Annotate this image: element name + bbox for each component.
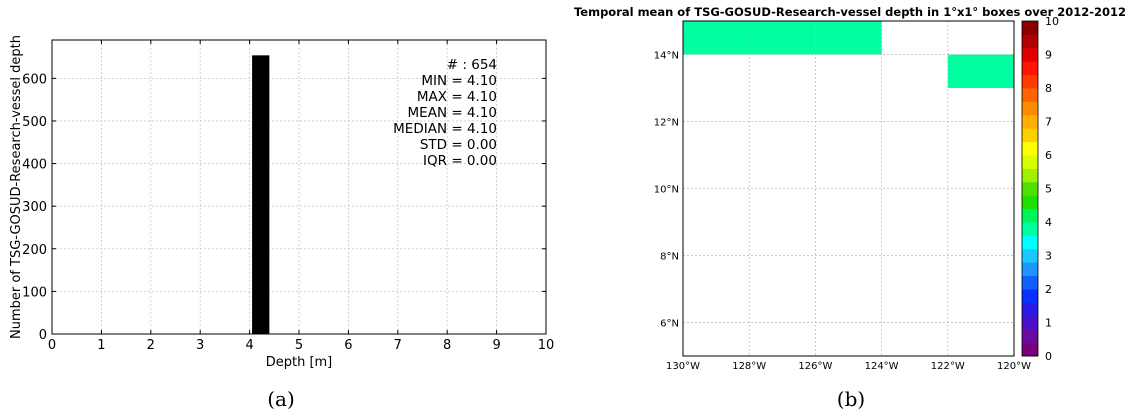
colorbar-segment <box>1022 302 1038 317</box>
histogram-bars <box>252 55 270 334</box>
histogram-panel: 0 1 2 3 4 5 6 7 8 9 10 0 100 200 300 400 500 600 Depth [… <box>9 35 554 411</box>
colorbar-tick-label: 9 <box>1045 49 1052 62</box>
map-y-tick-label: 6°N <box>660 319 679 330</box>
colorbar-tick-label: 8 <box>1045 82 1052 95</box>
colorbar-segment <box>1022 74 1038 89</box>
histogram-x-tick-label: 9 <box>492 338 500 353</box>
map-x-tick-label: 130°W <box>666 361 700 372</box>
map-y-tick-label: 8°N <box>660 252 679 263</box>
colorbar-tick-label: 3 <box>1045 250 1052 263</box>
map-y-tick-label: 14°N <box>654 51 679 62</box>
colorbar-tick-label: 10 <box>1045 15 1059 28</box>
colorbar-segment <box>1022 47 1038 62</box>
colorbar-segment <box>1022 262 1038 277</box>
histogram-x-tick-label: 2 <box>147 338 155 353</box>
histogram-x-tick-label: 4 <box>245 338 253 353</box>
histogram-y-ticks: 0 100 200 300 400 500 600 <box>22 72 546 343</box>
histogram-x-tick-label: 0 <box>48 338 56 353</box>
histogram-stat-line: MEDIAN = 4.10 <box>393 121 497 137</box>
map-cells <box>683 21 1014 88</box>
colorbar-segment <box>1022 88 1038 102</box>
colorbar-segment <box>1022 248 1038 263</box>
histogram-x-ticks: 0 1 2 3 4 5 6 7 8 9 10 <box>48 40 554 353</box>
map-x-ticks: 130°W 128°W 126°W 124°W 122°W 120°W <box>666 361 1031 372</box>
map-x-tick-label: 124°W <box>865 361 899 372</box>
colorbar-segment <box>1022 195 1038 210</box>
histogram-x-tick-label: 10 <box>538 338 555 353</box>
histogram-stat-line: IQR = 0.00 <box>423 153 497 169</box>
colorbar-segment <box>1022 289 1038 303</box>
colorbar-segment <box>1022 222 1038 236</box>
histogram-y-tick-label: 400 <box>22 158 47 173</box>
histogram-x-tick-label: 7 <box>394 338 402 353</box>
colorbar-segment <box>1022 208 1038 223</box>
colorbar: 0 1 2 3 4 5 6 7 8 9 10 <box>1021 15 1059 363</box>
map-frame <box>682 20 1015 357</box>
map-panel: Temporal mean of TSG-GOSUD-Research-vess… <box>574 5 1126 411</box>
histogram-grid <box>51 40 547 335</box>
histogram-y-tick-label: 100 <box>22 285 47 300</box>
panel-b-caption: (b) <box>837 387 865 411</box>
map-x-tick-label: 126°W <box>798 361 832 372</box>
map-x-tick-label: 122°W <box>931 361 965 372</box>
map-grid <box>683 21 1014 356</box>
map-y-tick-label: 12°N <box>654 118 679 129</box>
histogram-x-tick-label: 5 <box>295 338 303 353</box>
histogram-stat-line: MIN = 4.10 <box>421 73 497 89</box>
colorbar-segment <box>1022 101 1038 116</box>
histogram-x-tick-label: 6 <box>344 338 352 353</box>
colorbar-tick-label: 5 <box>1045 183 1052 196</box>
colorbar-segment <box>1022 315 1038 330</box>
colorbar-segment <box>1022 34 1038 49</box>
colorbar-tick-label: 7 <box>1045 116 1052 129</box>
colorbar-segment <box>1022 342 1038 357</box>
histogram-stat-line: MAX = 4.10 <box>417 89 497 105</box>
colorbar-segment <box>1022 61 1038 76</box>
histogram-y-tick-label: 200 <box>22 243 47 258</box>
colorbar-segment <box>1022 168 1038 183</box>
map-data-cell <box>947 54 1014 88</box>
colorbar-segment <box>1022 21 1038 35</box>
colorbar-segment <box>1022 155 1038 169</box>
colorbar-segment <box>1022 141 1038 156</box>
histogram-x-tick-label: 3 <box>196 338 204 353</box>
map-data-cell <box>683 21 882 55</box>
colorbar-segment <box>1022 275 1038 290</box>
histogram-stat-line: # : 654 <box>447 57 497 73</box>
histogram-y-label: Number of TSG-GOSUD-Research-vessel dept… <box>9 35 24 339</box>
panel-a-caption: (a) <box>267 387 295 411</box>
colorbar-segment <box>1022 128 1038 143</box>
colorbar-tick-label: 4 <box>1045 216 1052 229</box>
map-x-tick-label: 120°W <box>997 361 1031 372</box>
histogram-bar <box>252 55 270 334</box>
map-x-tick-label: 128°W <box>732 361 766 372</box>
map-y-ticks: 6°N 8°N 10°N 12°N 14°N <box>654 51 679 330</box>
histogram-y-tick-label: 500 <box>22 115 47 130</box>
colorbar-segment <box>1022 329 1038 344</box>
histogram-x-tick-label: 8 <box>443 338 451 353</box>
histogram-y-tick-label: 600 <box>22 72 47 87</box>
colorbar-tick-label: 0 <box>1045 350 1052 363</box>
histogram-y-tick-label: 300 <box>22 200 47 215</box>
histogram-stat-line: STD = 0.00 <box>420 137 497 153</box>
histogram-stat-line: MEAN = 4.10 <box>408 105 497 121</box>
colorbar-tick-label: 1 <box>1045 317 1052 330</box>
colorbar-tick-label: 6 <box>1045 149 1052 162</box>
colorbar-segment <box>1022 114 1038 129</box>
colorbar-tick-label: 2 <box>1045 283 1052 296</box>
colorbar-segment <box>1022 181 1038 196</box>
histogram-x-tick-label: 1 <box>97 338 105 353</box>
colorbar-frame <box>1021 20 1039 357</box>
colorbar-segment <box>1022 235 1038 250</box>
map-y-tick-label: 10°N <box>654 185 679 196</box>
map-title: Temporal mean of TSG-GOSUD-Research-vess… <box>574 5 1126 19</box>
histogram-x-label: Depth [m] <box>266 355 333 370</box>
histogram-y-tick-label: 0 <box>39 328 47 343</box>
